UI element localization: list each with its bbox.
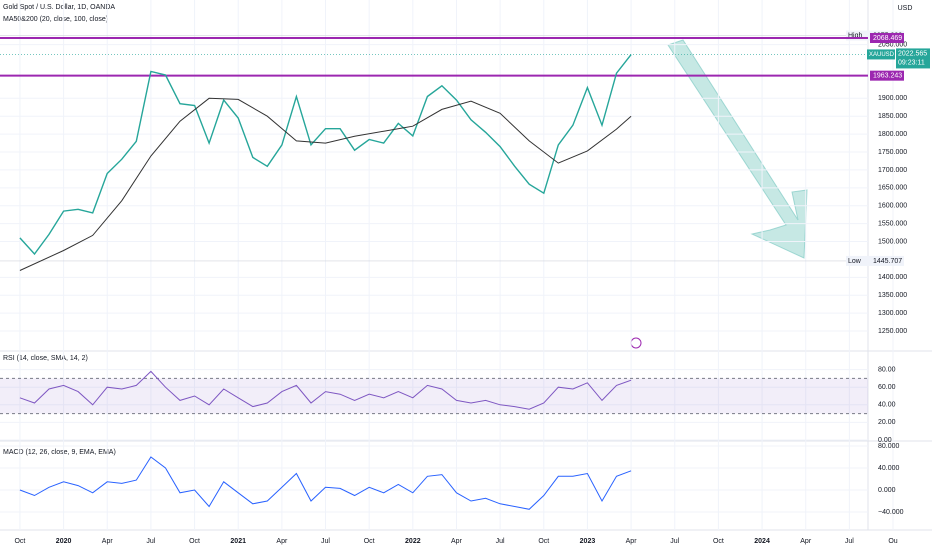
y-tick-label: 1700.000 (878, 167, 907, 174)
x-tick-label: Jul (670, 538, 679, 545)
x-tick-label: Apr (626, 538, 638, 545)
y-tick-label: 40.000 (878, 465, 900, 472)
y-tick-label: 1300.000 (878, 310, 907, 317)
symbol-title: Gold Spot / U.S. Dollar, 1D, OANDA (3, 4, 115, 11)
y-tick-label: 1800.000 (878, 131, 907, 138)
series-line (19, 370, 632, 410)
x-tick-label: Jul (146, 538, 155, 545)
rsi-band (0, 378, 868, 414)
x-tick-label: Apr (102, 538, 114, 545)
symbol-name: XAUUSD (869, 52, 895, 58)
x-tick-label: Apr (451, 538, 463, 545)
series-line (19, 54, 632, 256)
x-tick-label: Apr (276, 538, 288, 545)
x-tick-label: Oct (14, 538, 25, 545)
last-price: 2022.565 (898, 50, 927, 57)
y-tick-label: 80.000 (878, 443, 900, 450)
y-tick-label: 20.00 (878, 419, 896, 426)
indicator-label: MA50&200 (20, close, 100, close) (3, 16, 108, 23)
x-tick-label: Oct (713, 538, 724, 545)
rsi-label: RSI (14, close, SMA, 14, 2) (3, 355, 88, 362)
x-tick-label: Jul (845, 538, 854, 545)
x-tick-label: Apr (800, 538, 812, 545)
level-name: Low (848, 258, 862, 265)
y-tick-label: 1250.000 (878, 328, 907, 335)
y-tick-label: 1750.000 (878, 149, 907, 156)
x-tick-label: Jul (496, 538, 505, 545)
level-value: 1445.707 (873, 258, 902, 265)
currency: USD (898, 5, 913, 12)
y-tick-label: 0.00 (878, 437, 892, 444)
symbol-tag (867, 49, 895, 60)
y-tick-label: 1550.000 (878, 220, 907, 227)
x-tick-label: Jul (321, 538, 330, 545)
x-tick-label: 2024 (754, 538, 770, 545)
countdown: 09:23:11 (898, 59, 925, 66)
x-tick-label: 2023 (580, 538, 596, 545)
macd-label: MACD (12, 26, close, 9, EMA, EMA) (3, 449, 116, 456)
x-tick-label: 2022 (405, 538, 421, 545)
y-tick-label: 1350.000 (878, 292, 907, 299)
x-tick-label: Ou (888, 538, 897, 545)
x-tick-label: Oct (538, 538, 549, 545)
y-tick-label: 80.00 (878, 366, 896, 373)
level-value: 2068.469 (873, 35, 902, 42)
y-tick-label: 1600.000 (878, 203, 907, 210)
level-value: 1963.243 (873, 73, 902, 80)
level-name: High (848, 32, 863, 39)
level-tag (870, 70, 904, 81)
x-tick-label: Oct (364, 538, 375, 545)
y-tick-label: 1400.000 (878, 274, 907, 281)
y-tick-label: 1900.000 (878, 95, 907, 102)
y-tick-label: 2050.000 (878, 41, 907, 48)
x-tick-label: 2021 (230, 538, 246, 545)
level-tag (846, 255, 904, 266)
x-tick-label: 2020 (56, 538, 72, 545)
series-line (19, 456, 632, 510)
x-tick-label: Oct (189, 538, 200, 545)
y-tick-label: 1850.000 (878, 113, 907, 120)
price-tag (896, 48, 930, 69)
y-tick-label: 60.00 (878, 384, 896, 391)
level-tag (870, 32, 904, 43)
y-tick-label: 1500.000 (878, 238, 907, 245)
y-tick-label: −40.000 (878, 509, 904, 516)
y-tick-label: 0.000 (878, 487, 896, 494)
y-tick-label: 1650.000 (878, 185, 907, 192)
y-tick-label: 40.00 (878, 402, 896, 409)
series-line (19, 97, 632, 271)
